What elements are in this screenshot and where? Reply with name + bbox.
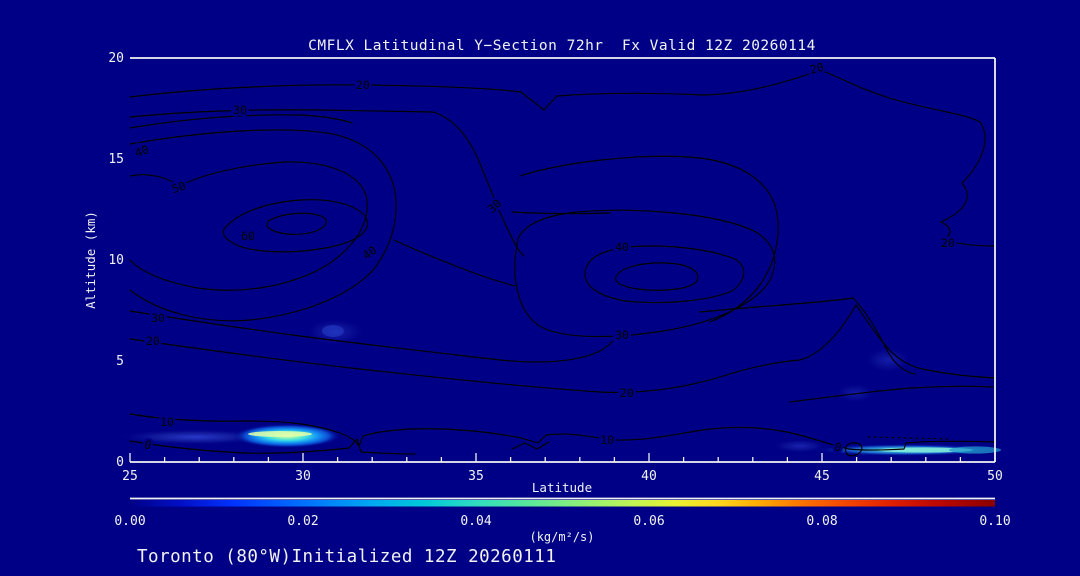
contour-label: 20 <box>808 60 825 77</box>
contour-label: 0 <box>145 438 152 452</box>
contour-label: 20 <box>941 236 955 250</box>
contour-labels: 20 30 40 50 60 40 30 20 20 40 30 30 20 20 10 10 0 0 <box>130 57 957 456</box>
colorbar-units: (kg/m²/s) <box>529 530 594 544</box>
colorbar-tick-label: 0.08 <box>806 514 837 529</box>
x-tick-label: 25 <box>122 469 138 484</box>
contour-label: 0 <box>834 440 841 454</box>
x-axis-title: Latitude <box>532 480 592 495</box>
x-tick-label: 50 <box>987 469 1003 484</box>
colorbar <box>130 497 995 507</box>
colorbar-gradient-strip <box>130 500 995 507</box>
contour-label: 40 <box>615 240 629 254</box>
contour-label: 40 <box>133 142 151 160</box>
contour-label: 20 <box>620 386 634 400</box>
contour-label: 20 <box>356 78 370 92</box>
contour-label: 40 <box>360 243 379 262</box>
colorbar-tick-label: 0.06 <box>633 514 664 529</box>
x-axis-labels: 25 30 35 40 45 50 <box>122 469 1003 484</box>
contour-label: 30 <box>151 311 165 325</box>
x-tick-label: 30 <box>295 469 311 484</box>
shaded-field <box>117 318 1001 456</box>
y-tick-label: 10 <box>108 253 124 268</box>
colorbar-tick-label: 0.02 <box>287 514 318 529</box>
contour-label: 20 <box>146 334 160 348</box>
contour-lines <box>129 69 996 457</box>
contour-label: 30 <box>485 196 505 216</box>
x-tick-label: 40 <box>641 469 657 484</box>
contour-label: 10 <box>160 415 174 429</box>
y-tick-label: 0 <box>116 455 124 470</box>
plot-frame <box>130 57 996 463</box>
contour-label: 30 <box>233 103 247 117</box>
y-tick-label: 20 <box>108 51 124 66</box>
chart-title: CMFLX Latitudinal Y−Section 72hr Fx Vali… <box>308 38 816 54</box>
contour-label: 50 <box>170 178 188 196</box>
x-tick-label: 45 <box>814 469 830 484</box>
y-axis-title: Altitude (km) <box>83 211 98 309</box>
colorbar-tick-label: 0.10 <box>979 514 1010 529</box>
colorbar-tick-labels: 0.00 0.02 0.04 0.06 0.08 0.10 <box>114 514 1010 529</box>
x-tick-label: 35 <box>468 469 484 484</box>
colorbar-tick-label: 0.04 <box>460 514 491 529</box>
x-axis-ticks <box>129 453 996 462</box>
colorbar-tick-label: 0.00 <box>114 514 145 529</box>
y-tick-label: 5 <box>116 354 124 369</box>
contour-label: 10 <box>600 433 614 447</box>
contour-label: 60 <box>241 229 255 243</box>
contour-label: 30 <box>615 328 629 342</box>
y-tick-label: 15 <box>108 152 124 167</box>
run-info-text: Toronto (80°W)Initialized 12Z 20260111 <box>137 547 556 567</box>
y-axis-labels: 0 5 10 15 20 <box>108 51 124 470</box>
